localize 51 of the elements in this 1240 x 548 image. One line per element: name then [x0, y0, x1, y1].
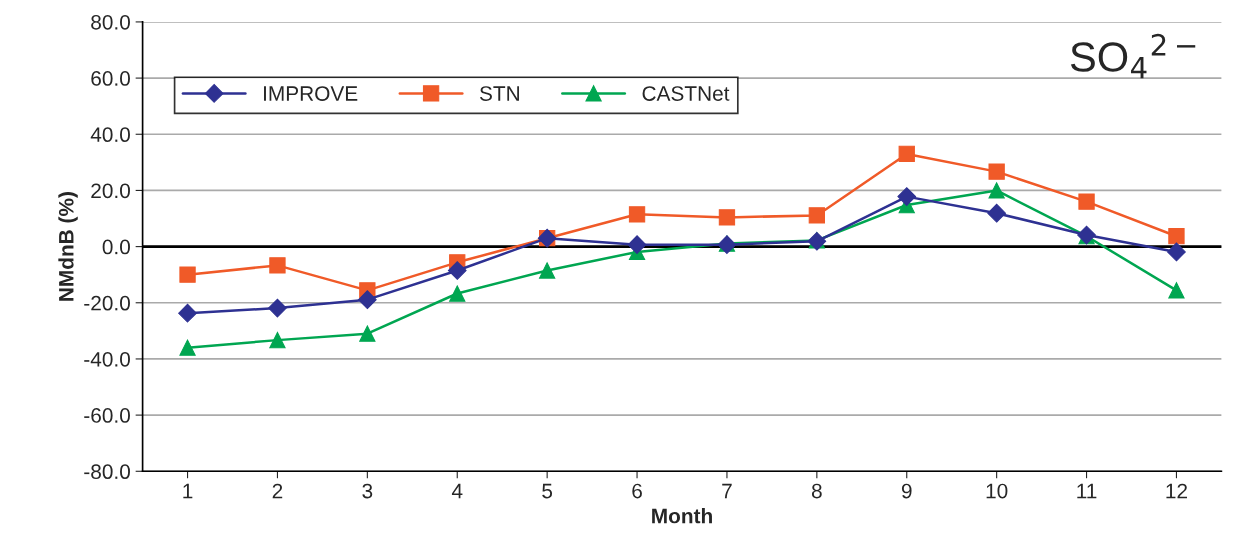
x-tick-label: 3 — [362, 483, 373, 499]
point — [178, 303, 197, 323]
point — [449, 285, 466, 302]
y-tick-label: 60.0 — [91, 71, 130, 86]
x-tick-label: 2 — [272, 483, 283, 499]
point — [1167, 242, 1186, 262]
point — [988, 182, 1005, 199]
point — [269, 257, 286, 274]
legend-label: IMPROVE — [264, 86, 358, 101]
point — [988, 163, 1005, 180]
x-axis-title: Month — [652, 508, 712, 524]
y-tick-label: 0.0 — [102, 239, 130, 255]
point — [1168, 228, 1185, 245]
x-tick-label: 8 — [811, 483, 822, 499]
annotation: SO$_{4}$$^{2−}$ — [1070, 33, 1196, 79]
y-tick-label: 40.0 — [90, 127, 130, 143]
point — [808, 207, 826, 224]
point — [538, 262, 556, 279]
point — [447, 261, 467, 280]
point — [359, 325, 376, 342]
point — [179, 266, 196, 283]
y-tick-label: -60.0 — [84, 408, 130, 423]
point — [269, 331, 286, 349]
y-tick-label: -20.0 — [84, 295, 130, 311]
x-tick-label: 7 — [722, 483, 732, 499]
point — [627, 235, 647, 254]
point — [898, 145, 915, 163]
point — [1078, 193, 1095, 210]
x-tick-label: 1 — [183, 483, 193, 499]
x-tick-label: 10 — [986, 483, 1008, 499]
point — [628, 206, 646, 223]
point — [357, 290, 377, 310]
point — [179, 339, 196, 356]
y-tick-label: -40.0 — [84, 351, 130, 367]
x-tick-label: 6 — [632, 483, 642, 499]
point — [987, 203, 1007, 223]
y-tick-label: 80.0 — [91, 14, 130, 30]
legend-label: STN — [479, 86, 519, 101]
y-tick-label: -80.0 — [84, 464, 130, 480]
point — [718, 209, 736, 226]
y-tick-label: 20.0 — [91, 183, 130, 199]
point — [1168, 282, 1185, 299]
x-tick-label: 11 — [1077, 483, 1097, 499]
x-tick-label: 4 — [451, 483, 463, 499]
y-axis-title: NMdnB (%) — [58, 192, 78, 301]
point — [268, 298, 287, 318]
x-tick-label: 5 — [542, 483, 553, 499]
point — [897, 187, 917, 206]
legend-label: CASTNet — [642, 86, 730, 101]
x-tick-label: 12 — [1166, 483, 1187, 499]
x-tick-label: 9 — [901, 483, 912, 499]
